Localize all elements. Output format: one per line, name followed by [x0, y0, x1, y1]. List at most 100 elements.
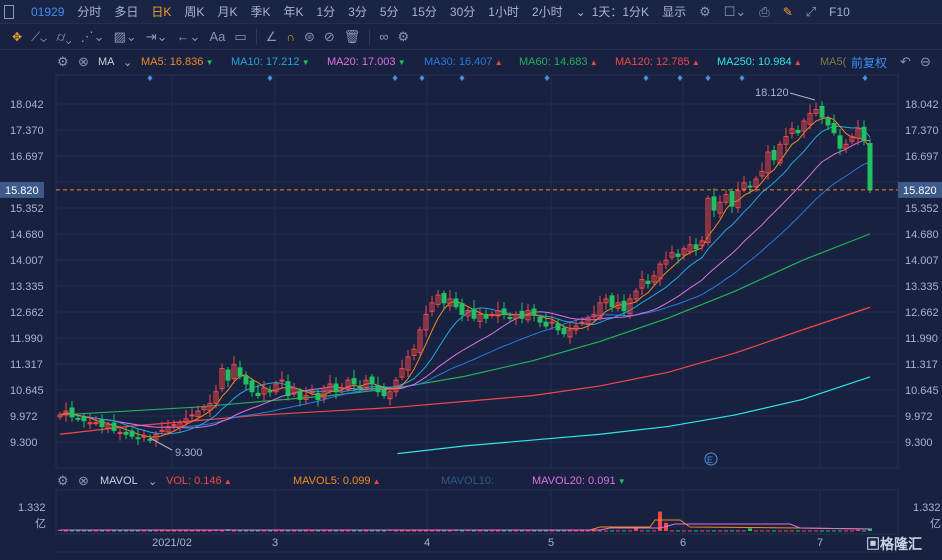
tab-月K[interactable]: 月K	[217, 5, 238, 19]
candle-body	[603, 298, 609, 304]
gear-icon[interactable]: ⚙	[57, 54, 69, 69]
candle-body	[231, 364, 237, 380]
volume-bar	[724, 530, 728, 532]
candle-body	[867, 143, 873, 191]
candle-body	[543, 321, 549, 327]
adjust-button[interactable]: 前复权	[851, 55, 888, 70]
display-menu[interactable]: 显示	[662, 5, 687, 19]
candle	[285, 374, 291, 401]
tab-周K[interactable]: 周K	[184, 5, 205, 19]
layout-icon[interactable]: ☐⌄	[723, 3, 747, 19]
arrow-tool-icon[interactable]: ←⌄	[176, 28, 201, 44]
candle-body	[501, 308, 507, 315]
current-price-label: 15.820	[5, 185, 39, 197]
y-tick-label: 14.007	[905, 255, 939, 267]
close-icon[interactable]: ⊗	[78, 473, 89, 488]
tab-2小时[interactable]: 2小时	[531, 5, 563, 19]
candle-body	[207, 402, 213, 411]
trend-arrow-icon: ▲	[587, 58, 598, 67]
candle	[135, 428, 141, 446]
line-tool-icon[interactable]: ⟋⌄	[31, 28, 48, 44]
link-icon[interactable]: ∞	[379, 29, 389, 44]
candle	[147, 434, 153, 444]
gear-icon[interactable]: ⚙	[57, 473, 69, 488]
tab-分时[interactable]: 分时	[77, 5, 102, 19]
range-tool-icon[interactable]: ⇥⌄	[145, 28, 168, 44]
candle-body	[117, 431, 123, 434]
fib-tool-icon[interactable]: ▨⌄	[113, 28, 137, 44]
tab-多日[interactable]: 多日	[114, 5, 139, 19]
volume-bar	[394, 530, 398, 532]
trash-icon[interactable]: 🗑	[343, 28, 361, 44]
candle-body	[63, 410, 69, 416]
volume-bar	[316, 530, 320, 532]
lock-icon[interactable]: ⊜	[303, 28, 315, 44]
tab-日K[interactable]: 日K	[151, 5, 172, 19]
tab-1分[interactable]: 1分	[316, 5, 336, 19]
volume-bar	[154, 530, 158, 532]
chevron-down-icon[interactable]: ⌄	[123, 56, 133, 69]
ma-legend-item: MA250: 10.984 ▲	[717, 56, 802, 68]
chevron-down-icon[interactable]: ⌄	[148, 475, 158, 488]
candle-body	[525, 310, 531, 321]
x-axis-label: 6	[680, 537, 686, 549]
f10-button[interactable]: F10	[829, 4, 850, 19]
event-marker-icon	[544, 75, 550, 81]
drawing-toolbar: ✥ ⟋⌄ ⌭⌄ ⋰⌄ ▨⌄ ⇥⌄ ←⌄ Aa ▭ ∠ ∩ ⊜ ⊘ 🗑 ∞ ⚙	[0, 24, 942, 50]
pencil-icon[interactable]: ✎	[782, 4, 793, 19]
current-price-tag	[898, 181, 942, 198]
y-tick-label: 17.370	[10, 125, 44, 137]
candle	[207, 394, 213, 418]
chevron-down-icon[interactable]: ⌄	[575, 4, 586, 19]
tab-15分[interactable]: 15分	[411, 5, 437, 19]
magnet-icon[interactable]: ∩	[286, 29, 295, 44]
vol-legend-item: VOL: 0.146 ▲	[166, 475, 232, 487]
ma20-line	[59, 139, 871, 429]
fullscreen-icon[interactable]: ⤢	[805, 3, 817, 19]
undo-icon[interactable]: ↶	[900, 54, 911, 69]
candle-body	[513, 313, 519, 319]
comment-icon[interactable]: ▭	[234, 28, 247, 44]
text-tool[interactable]: Aa	[209, 29, 226, 44]
candle	[699, 235, 705, 251]
polyline-tool-icon[interactable]: ⌭⌄	[56, 28, 72, 44]
move-icon[interactable]: ✥	[12, 29, 23, 44]
close-icon[interactable]: ⊗	[78, 54, 89, 69]
candle-body	[99, 419, 105, 428]
tab-年K[interactable]: 年K	[283, 5, 304, 19]
tab-5分[interactable]: 5分	[379, 5, 399, 19]
candle-body	[309, 391, 315, 394]
tab-30分[interactable]: 30分	[449, 5, 476, 19]
candle-body	[741, 182, 747, 190]
hide-icon[interactable]: ⊘	[323, 28, 335, 44]
wave-tool-icon[interactable]: ⋰⌄	[80, 28, 105, 44]
gear-icon[interactable]: ⚙	[699, 3, 711, 19]
tab-季K[interactable]: 季K	[250, 5, 271, 19]
candle-body	[819, 105, 825, 118]
camera-icon[interactable]: ⎙	[759, 3, 770, 19]
candle-body	[429, 302, 435, 312]
candle	[363, 375, 369, 391]
volume-bar	[412, 530, 416, 532]
volume-bar	[334, 530, 338, 532]
vol-axis-right: 亿	[930, 517, 941, 530]
volume-bar	[730, 530, 734, 532]
zoom-out-icon[interactable]: ⊖	[920, 54, 931, 69]
indicator-name[interactable]: MAVOL	[100, 475, 138, 487]
settings-icon[interactable]: ⚙	[397, 28, 410, 44]
candle-body	[765, 151, 771, 174]
tab-3分[interactable]: 3分	[348, 5, 367, 19]
candle-body	[201, 406, 207, 411]
period-select[interactable]: 1天：1分K	[591, 5, 650, 19]
sidebar-toggle-icon[interactable]	[4, 4, 14, 19]
tab-1小时[interactable]: 1小时	[488, 5, 519, 19]
event-e-label: E	[707, 455, 713, 465]
angle-icon[interactable]: ∠	[265, 28, 278, 44]
candle	[867, 138, 873, 194]
indicator-name[interactable]: MA	[98, 56, 115, 68]
low-pointer	[149, 437, 173, 451]
volume-bar	[610, 530, 614, 532]
candle-body	[135, 437, 141, 440]
y-tick-label: 15.352	[10, 203, 44, 215]
